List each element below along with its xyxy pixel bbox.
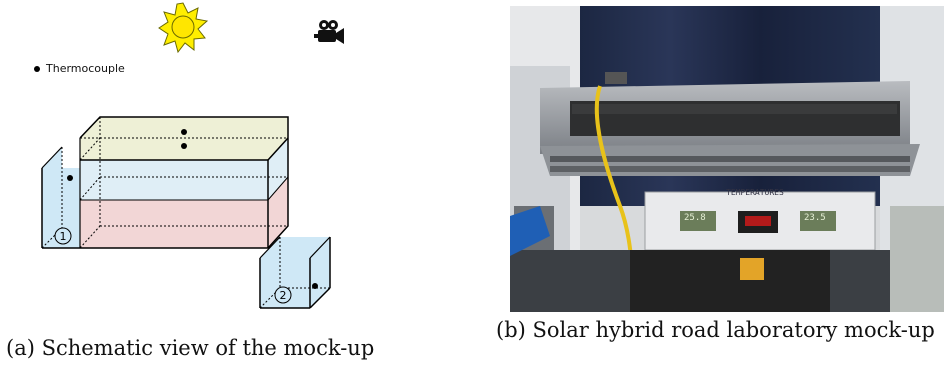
photo-panel: TEMPERATURES 25.8 23.5 — [510, 0, 944, 376]
road-box — [79, 116, 289, 249]
caption-a: (a) Schematic view of the mock-up — [6, 336, 375, 360]
legend-label: Thermocouple — [46, 62, 125, 75]
right-display: 23.5 — [804, 213, 826, 223]
camera-icon — [314, 20, 344, 44]
panel-title: TEMPERATURES — [726, 188, 784, 197]
sun-icon — [158, 2, 209, 54]
legend: Thermocouple — [34, 62, 125, 75]
lab-photo — [510, 6, 944, 312]
schematic-panel: 1 2 Thermocouple — [0, 0, 470, 376]
thermocouple-dot-icon — [34, 65, 40, 72]
tank-1 — [41, 146, 80, 249]
caption-b: (b) Solar hybrid road laboratory mock-up — [496, 318, 935, 342]
tank-2-label: 2 — [280, 289, 287, 302]
left-display: 25.8 — [684, 213, 706, 223]
tank-1-label: 1 — [60, 230, 67, 243]
tank-2 — [259, 236, 331, 309]
schematic-diagram: 1 2 — [41, 2, 344, 309]
